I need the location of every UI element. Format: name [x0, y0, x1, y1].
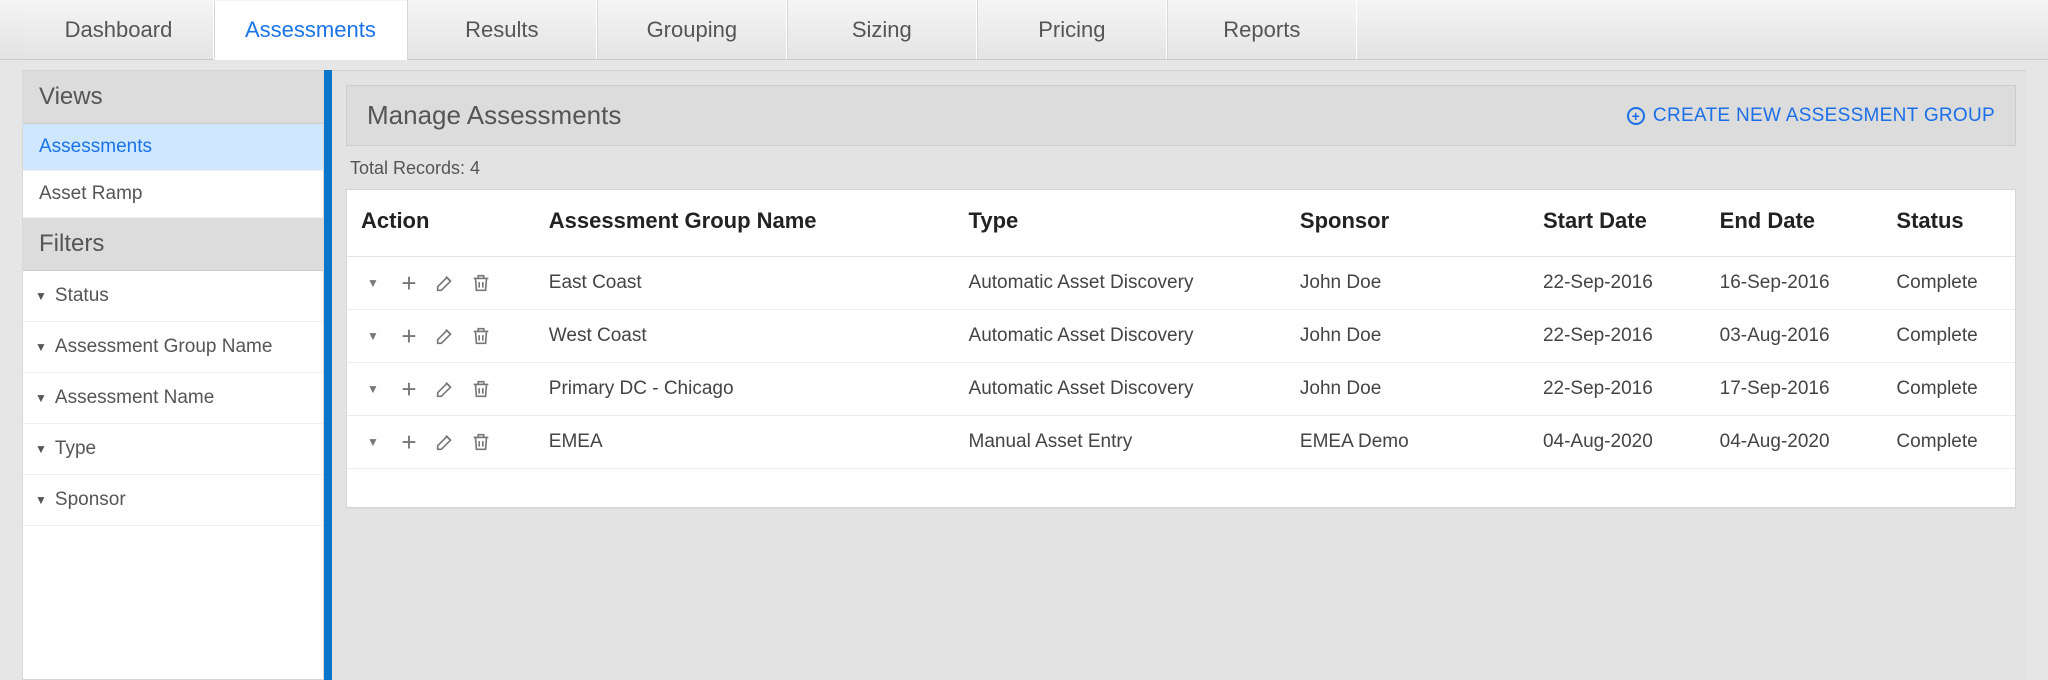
cell-type: Automatic Asset Discovery: [955, 257, 1286, 310]
table-row: ▼+East CoastAutomatic Asset DiscoveryJoh…: [347, 257, 2015, 310]
filter-label: Type: [55, 438, 96, 460]
tab-results[interactable]: Results: [407, 0, 597, 59]
tab-pricing[interactable]: Pricing: [977, 0, 1167, 59]
cell-name: Primary DC - Chicago: [535, 363, 955, 416]
caret-down-icon: ▼: [35, 289, 47, 303]
tab-sizing[interactable]: Sizing: [787, 0, 977, 59]
cell-status: Complete: [1882, 310, 2015, 363]
main-layout: Views Assessments Asset Ramp Filters ▼ S…: [0, 60, 2048, 680]
col-header-type: Type: [955, 190, 1286, 257]
views-header: Views: [23, 71, 323, 124]
col-header-start: Start Date: [1529, 190, 1706, 257]
caret-down-icon: ▼: [35, 493, 47, 507]
sidebar-item-assessments[interactable]: Assessments: [23, 124, 323, 171]
row-actions: ▼+: [361, 324, 521, 348]
delete-row-icon[interactable]: [469, 324, 493, 348]
cell-status: Complete: [1882, 363, 2015, 416]
col-header-end: End Date: [1706, 190, 1883, 257]
filter-sponsor[interactable]: ▼ Sponsor: [23, 475, 323, 526]
caret-down-icon: ▼: [35, 340, 47, 354]
tab-reports[interactable]: Reports: [1167, 0, 1357, 59]
cell-status: Complete: [1882, 257, 2015, 310]
cell-name: West Coast: [535, 310, 955, 363]
edit-row-icon[interactable]: [433, 377, 457, 401]
cell-name: EMEA: [535, 416, 955, 469]
delete-row-icon[interactable]: [469, 377, 493, 401]
cell-sponsor: John Doe: [1286, 257, 1529, 310]
panel-header: Manage Assessments + CREATE NEW ASSESSME…: [346, 85, 2016, 146]
cell-end-date: 17-Sep-2016: [1706, 363, 1883, 416]
filters-header: Filters: [23, 218, 323, 271]
col-header-sponsor: Sponsor: [1286, 190, 1529, 257]
expand-row-icon[interactable]: ▼: [361, 430, 385, 454]
caret-down-icon: ▼: [35, 442, 47, 456]
filter-assessment-name[interactable]: ▼ Assessment Name: [23, 373, 323, 424]
create-new-assessment-group-button[interactable]: + CREATE NEW ASSESSMENT GROUP: [1627, 105, 1995, 127]
table-header-row: Action Assessment Group Name Type Sponso…: [347, 190, 2015, 257]
plus-circle-icon: +: [1627, 107, 1645, 125]
caret-down-icon: ▼: [35, 391, 47, 405]
edit-row-icon[interactable]: [433, 430, 457, 454]
tab-grouping[interactable]: Grouping: [597, 0, 787, 59]
assessments-table: Action Assessment Group Name Type Sponso…: [347, 190, 2015, 469]
col-header-name: Assessment Group Name: [535, 190, 955, 257]
filter-label: Sponsor: [55, 489, 126, 511]
col-header-status: Status: [1882, 190, 2015, 257]
cell-end-date: 04-Aug-2020: [1706, 416, 1883, 469]
expand-row-icon[interactable]: ▼: [361, 377, 385, 401]
filter-label: Assessment Group Name: [55, 336, 273, 358]
delete-row-icon[interactable]: [469, 271, 493, 295]
expand-row-icon[interactable]: ▼: [361, 324, 385, 348]
filter-assessment-group-name[interactable]: ▼ Assessment Group Name: [23, 322, 323, 373]
cell-sponsor: EMEA Demo: [1286, 416, 1529, 469]
row-actions: ▼+: [361, 377, 521, 401]
filter-status[interactable]: ▼ Status: [23, 271, 323, 322]
cell-start-date: 22-Sep-2016: [1529, 310, 1706, 363]
cell-type: Manual Asset Entry: [955, 416, 1286, 469]
add-row-icon[interactable]: +: [397, 271, 421, 295]
cell-end-date: 03-Aug-2016: [1706, 310, 1883, 363]
panel-title: Manage Assessments: [367, 100, 621, 131]
delete-row-icon[interactable]: [469, 430, 493, 454]
table-row: ▼+West CoastAutomatic Asset DiscoveryJoh…: [347, 310, 2015, 363]
edit-row-icon[interactable]: [433, 324, 457, 348]
table-row: ▼+Primary DC - ChicagoAutomatic Asset Di…: [347, 363, 2015, 416]
sidebar: Views Assessments Asset Ramp Filters ▼ S…: [22, 70, 324, 680]
cell-status: Complete: [1882, 416, 2015, 469]
expand-row-icon[interactable]: ▼: [361, 271, 385, 295]
table-row: ▼+EMEAManual Asset EntryEMEA Demo04-Aug-…: [347, 416, 2015, 469]
filter-label: Assessment Name: [55, 387, 214, 409]
cell-type: Automatic Asset Discovery: [955, 363, 1286, 416]
cell-end-date: 16-Sep-2016: [1706, 257, 1883, 310]
total-records-label: Total Records: 4: [346, 146, 2016, 189]
top-nav: Dashboard Assessments Results Grouping S…: [0, 0, 2048, 60]
cell-sponsor: John Doe: [1286, 310, 1529, 363]
cell-start-date: 22-Sep-2016: [1529, 363, 1706, 416]
vertical-accent-bar: [324, 70, 332, 680]
edit-row-icon[interactable]: [433, 271, 457, 295]
cell-sponsor: John Doe: [1286, 363, 1529, 416]
cell-name: East Coast: [535, 257, 955, 310]
add-row-icon[interactable]: +: [397, 324, 421, 348]
cell-start-date: 04-Aug-2020: [1529, 416, 1706, 469]
cell-type: Automatic Asset Discovery: [955, 310, 1286, 363]
create-label: CREATE NEW ASSESSMENT GROUP: [1653, 105, 1995, 127]
content-area: Manage Assessments + CREATE NEW ASSESSME…: [332, 70, 2026, 680]
row-actions: ▼+: [361, 430, 521, 454]
tab-assessments[interactable]: Assessments: [214, 1, 407, 60]
filter-label: Status: [55, 285, 109, 307]
filter-type[interactable]: ▼ Type: [23, 424, 323, 475]
tab-dashboard[interactable]: Dashboard: [24, 0, 214, 59]
cell-start-date: 22-Sep-2016: [1529, 257, 1706, 310]
add-row-icon[interactable]: +: [397, 430, 421, 454]
sidebar-item-asset-ramp[interactable]: Asset Ramp: [23, 171, 323, 218]
assessments-table-container: Action Assessment Group Name Type Sponso…: [346, 189, 2016, 508]
col-header-action: Action: [347, 190, 535, 257]
add-row-icon[interactable]: +: [397, 377, 421, 401]
row-actions: ▼+: [361, 271, 521, 295]
